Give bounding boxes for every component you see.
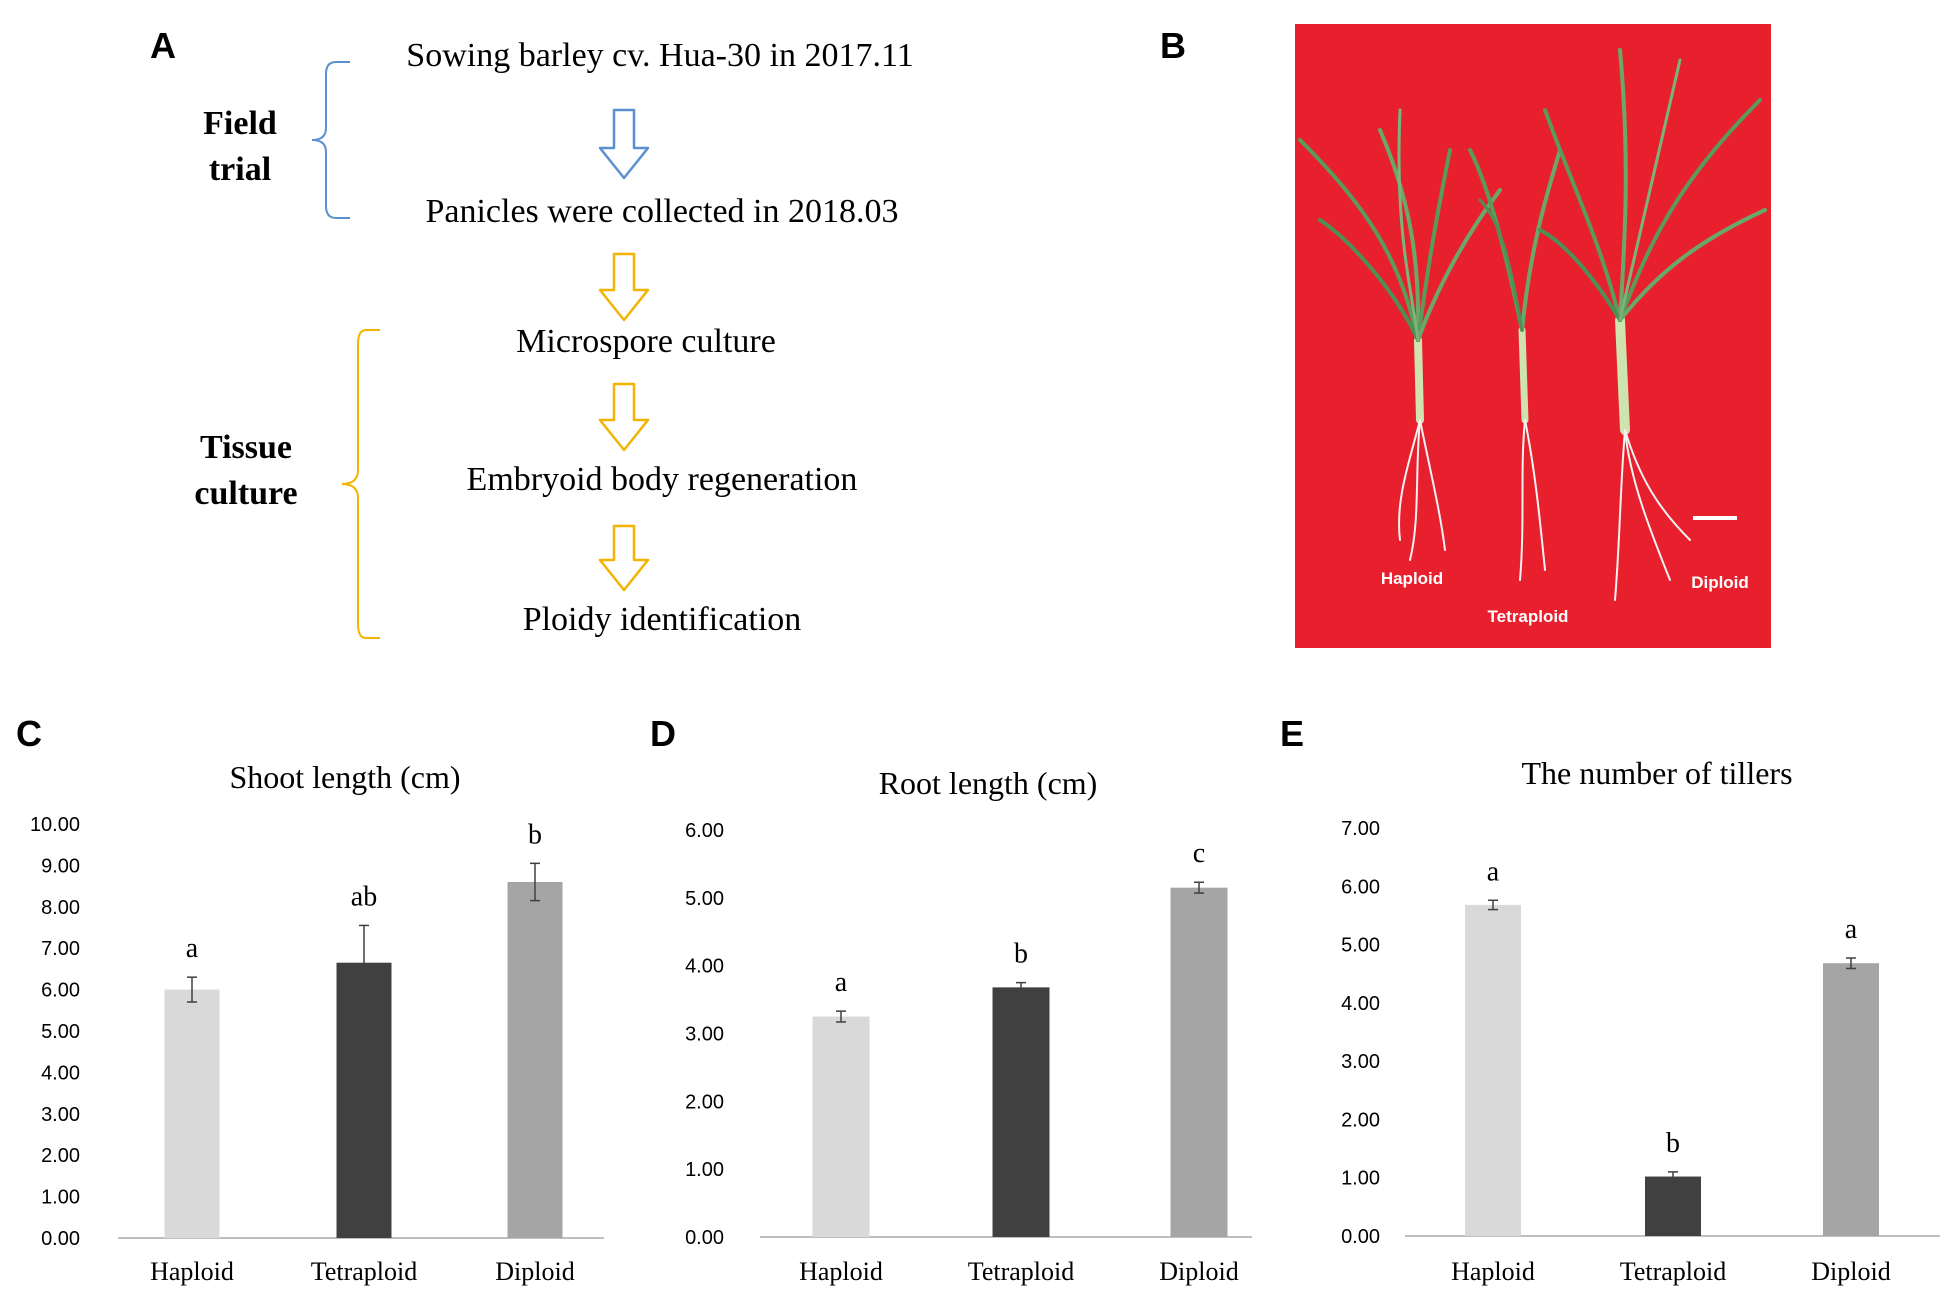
significance-letter: a: [1487, 856, 1500, 887]
bar-tetraploid: [336, 962, 392, 1238]
category-label: Haploid: [1451, 1257, 1535, 1286]
significance-letter: c: [1193, 838, 1205, 869]
tissue-culture-bracket: [341, 329, 380, 639]
bar-tetraploid: [992, 987, 1050, 1237]
chart-title: Shoot length (cm): [229, 759, 460, 795]
haploid-plant: [1298, 108, 1502, 561]
flow-step-4: Embryoid body regeneration: [467, 461, 858, 498]
photo-label-diploid: Diploid: [1691, 573, 1749, 592]
chart-title: Root length (cm): [879, 765, 1098, 801]
bar-diploid: [507, 881, 563, 1238]
chart-title: The number of tillers: [1521, 755, 1792, 791]
y-tick-label: 4.00: [685, 956, 724, 978]
y-tick-label: 0.00: [41, 1228, 80, 1250]
bar-haploid: [1465, 904, 1521, 1236]
panel-label-a: A: [150, 25, 176, 66]
y-tick-label: 6.00: [685, 820, 724, 842]
significance-letter: b: [1666, 1128, 1680, 1159]
panel-label-d: D: [650, 713, 676, 754]
flow-step-1: Sowing barley cv. Hua-30 in 2017.11: [406, 37, 913, 74]
chart-root-length: Root length (cm) 0.00 1.00 2.00 3.00 4.00 5.00…: [685, 765, 1252, 1286]
y-tick-label: 2.00: [685, 1091, 724, 1113]
tissue-culture-label-line2: culture: [194, 475, 297, 512]
y-tick-label: 4.00: [1341, 993, 1380, 1015]
y-tick-label: 2.00: [1341, 1109, 1380, 1131]
category-label: Haploid: [150, 1257, 234, 1286]
photo-label-tetraploid: Tetraploid: [1488, 607, 1569, 626]
flow-arrow-1: [598, 108, 650, 180]
plant-photo: Haploid Tetraploid Diploid: [1295, 24, 1771, 648]
flow-arrow-2: [598, 252, 650, 322]
tissue-culture-label-line1: Tissue: [200, 429, 292, 466]
y-tick-label: 8.00: [41, 897, 80, 919]
y-tick-label: 1.00: [1341, 1168, 1380, 1190]
flow-arrow-4: [598, 524, 650, 592]
category-label: Diploid: [1811, 1257, 1890, 1286]
flow-step-5: Ploidy identification: [523, 601, 802, 638]
category-label: Tetraploid: [311, 1257, 417, 1286]
category-label: Tetraploid: [968, 1257, 1074, 1286]
category-label: Diploid: [495, 1257, 574, 1286]
y-tick-label: 3.00: [41, 1104, 80, 1126]
field-trial-label-line1: Field: [203, 105, 277, 142]
diploid-plant: [1538, 48, 1767, 601]
chart-tillers: The number of tillers 0.00 1.00 2.00 3.00 4.0…: [1341, 755, 1940, 1286]
category-label: Diploid: [1159, 1257, 1238, 1286]
scale-bar: [1693, 516, 1737, 520]
bar-tetraploid: [1645, 1176, 1701, 1236]
y-tick-label: 0.00: [685, 1227, 724, 1249]
y-tick-label: 5.00: [41, 1021, 80, 1043]
y-tick-label: 7.00: [1341, 818, 1380, 840]
y-tick-label: 5.00: [1341, 935, 1380, 957]
panel-label-b: B: [1160, 25, 1186, 66]
y-tick-label: 5.00: [685, 888, 724, 910]
field-trial-bracket: [311, 61, 350, 219]
y-tick-label: 1.00: [41, 1187, 80, 1209]
category-label: Haploid: [799, 1257, 883, 1286]
flow-arrow-3: [598, 382, 650, 452]
flow-step-2: Panicles were collected in 2018.03: [425, 193, 898, 230]
photo-label-haploid: Haploid: [1381, 569, 1443, 588]
panel-label-e: E: [1280, 713, 1304, 754]
y-tick-label: 3.00: [1341, 1051, 1380, 1073]
y-tick-label: 6.00: [1341, 876, 1380, 898]
bar-diploid: [1170, 887, 1228, 1237]
y-tick-label: 1.00: [685, 1159, 724, 1181]
y-tick-label: 6.00: [41, 980, 80, 1002]
chart-shoot-length: Shoot length (cm) 0.00 1.00 2.00 3.00 4.00 5.0…: [30, 759, 604, 1286]
significance-letter: a: [186, 933, 199, 964]
tetraploid-plant: [1468, 148, 1562, 581]
y-tick-label: 0.00: [1341, 1226, 1380, 1248]
panel-label-c: C: [16, 713, 42, 754]
y-tick-label: 4.00: [41, 1062, 80, 1084]
y-tick-label: 7.00: [41, 938, 80, 960]
y-tick-label: 3.00: [685, 1024, 724, 1046]
field-trial-label-line2: trial: [209, 151, 271, 188]
y-tick-label: 9.00: [41, 855, 80, 877]
significance-letter: b: [528, 819, 542, 850]
significance-letter: b: [1014, 939, 1028, 970]
y-tick-label: 2.00: [41, 1145, 80, 1167]
flow-step-3: Microspore culture: [516, 323, 776, 360]
bar-diploid: [1823, 963, 1879, 1236]
significance-letter: a: [1845, 914, 1858, 945]
bar-haploid: [164, 989, 220, 1238]
bar-haploid: [812, 1016, 870, 1237]
category-label: Tetraploid: [1620, 1257, 1726, 1286]
significance-letter: a: [835, 967, 848, 998]
significance-letter: ab: [351, 881, 377, 912]
y-tick-label: 10.00: [30, 814, 80, 836]
